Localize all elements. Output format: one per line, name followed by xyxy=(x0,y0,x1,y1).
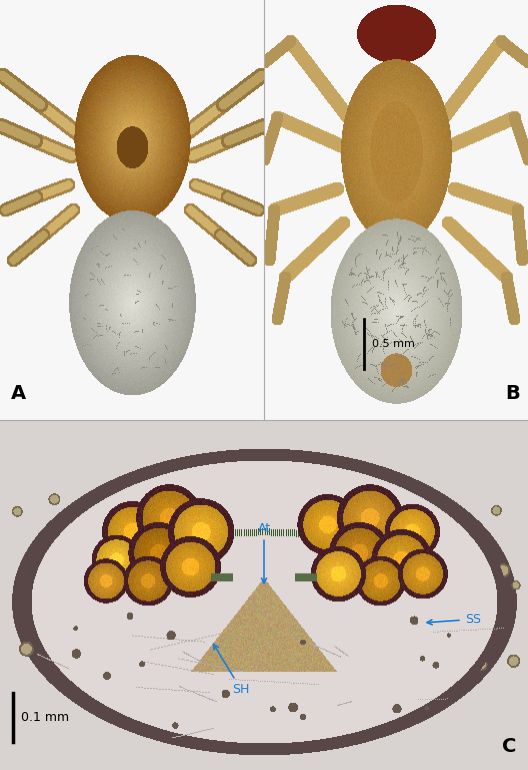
Text: C: C xyxy=(502,737,516,756)
Text: 0.5 mm: 0.5 mm xyxy=(372,339,415,349)
Text: SS: SS xyxy=(427,613,480,626)
Text: 0.1 mm: 0.1 mm xyxy=(21,711,69,724)
Text: At: At xyxy=(258,522,270,583)
Text: B: B xyxy=(505,384,520,403)
Text: SH: SH xyxy=(214,644,250,696)
Text: A: A xyxy=(11,384,26,403)
